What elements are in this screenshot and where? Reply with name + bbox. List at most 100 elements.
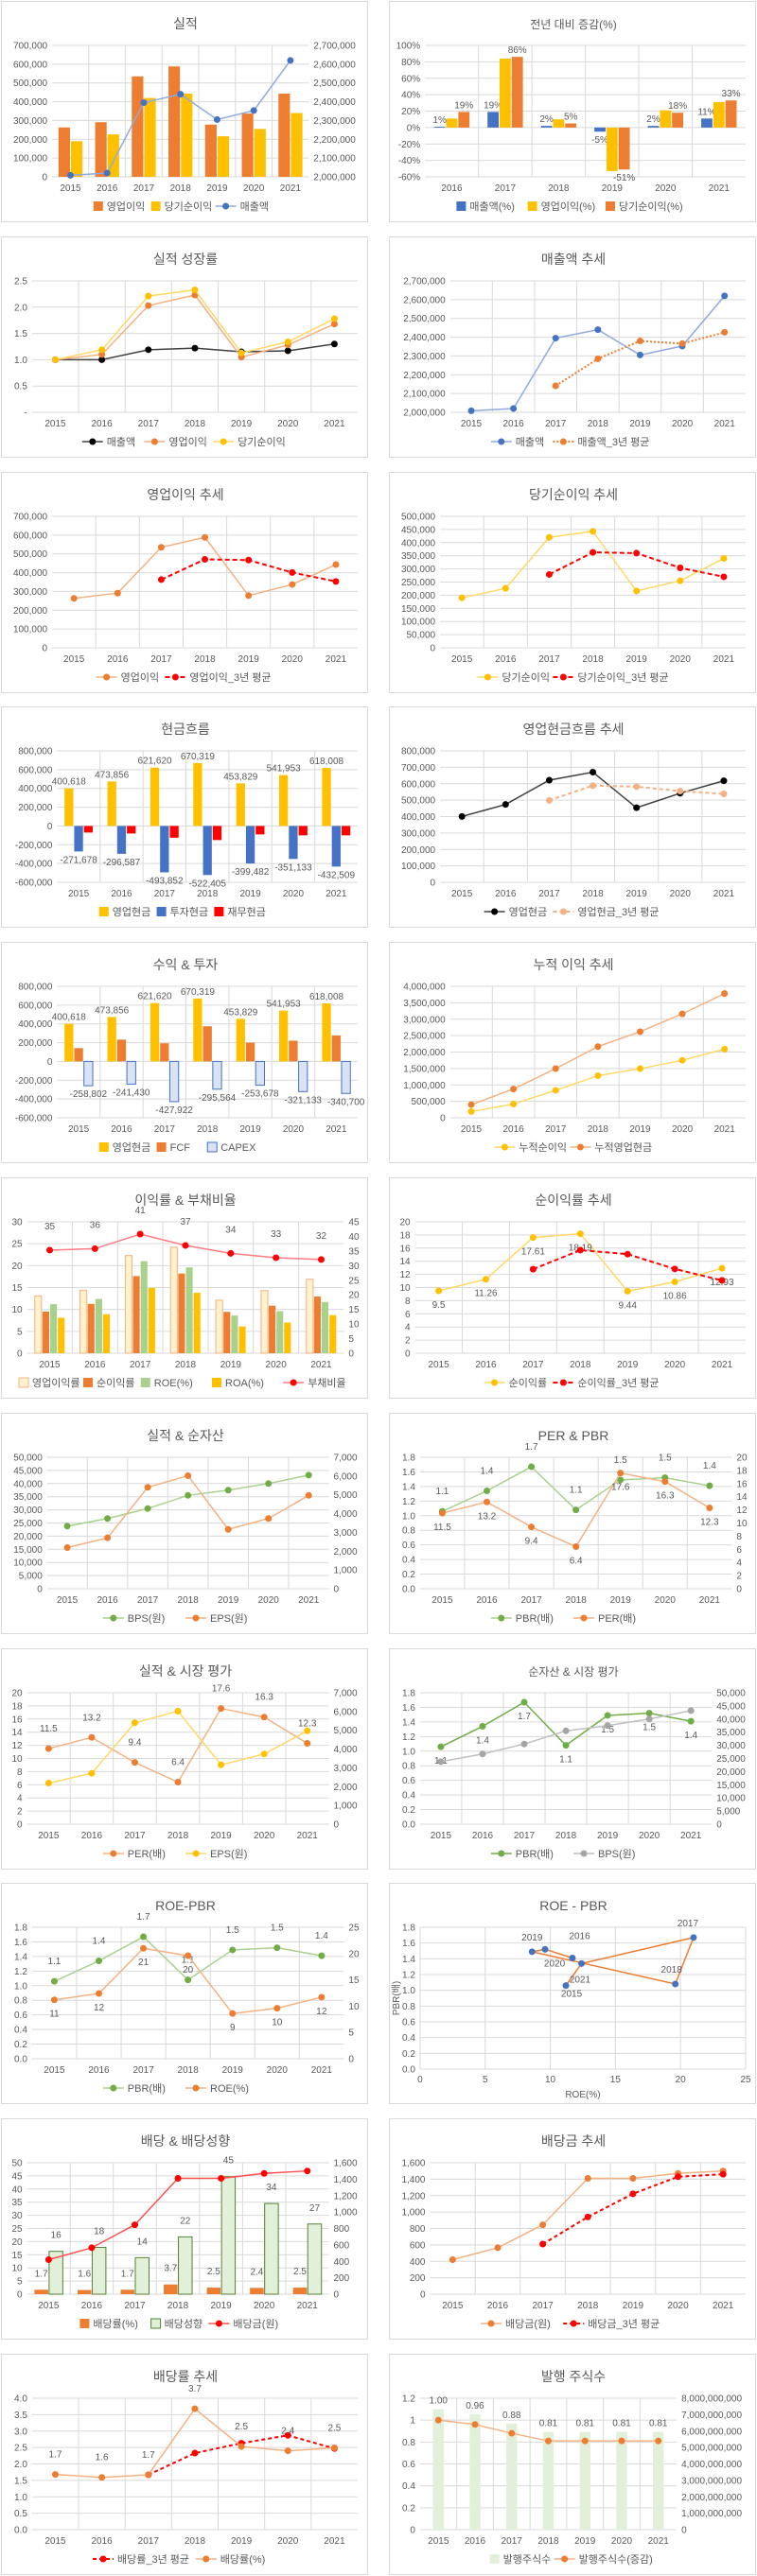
data-point	[260, 2169, 268, 2177]
data-point	[191, 286, 199, 293]
y-tick-label: 500,000	[401, 513, 436, 523]
data-label: 37	[180, 1217, 191, 1227]
legend-item: CAPEX	[206, 1141, 256, 1154]
legend-swatch	[456, 201, 467, 211]
y-tick-label: 1,600	[401, 2159, 425, 2169]
bar	[255, 1060, 265, 1087]
y-tick-label: 10	[11, 2264, 23, 2274]
legend-item: 부채비율	[283, 1377, 346, 1389]
y2-tick-label: 7,000	[334, 1453, 358, 1464]
data-point	[545, 2437, 552, 2445]
bar	[77, 2289, 92, 2294]
y-tick-label: 4	[17, 1794, 23, 1804]
data-point	[185, 1491, 192, 1499]
chart-title: 현금흐름	[161, 722, 210, 737]
legend-item: 배당금(원)	[481, 2318, 551, 2330]
y2-tick-label: 2,300,000	[313, 116, 356, 127]
data-point	[245, 592, 253, 600]
data-label: 16.3	[656, 1491, 675, 1502]
bar	[168, 1060, 180, 1103]
y-tick-label: 0.6	[402, 1540, 415, 1551]
y-tick-label: 40,000	[13, 1479, 43, 1489]
data-point	[157, 544, 165, 551]
legend-marker	[487, 2320, 495, 2327]
data-label: 400,618	[52, 1013, 87, 1023]
legend-item: 당기순이익	[477, 671, 550, 684]
legend-item: PER(배)	[573, 1612, 636, 1625]
data-label: 2.4	[250, 2267, 263, 2277]
x-tick-label: 2015	[442, 2301, 464, 2311]
legend-item: 배당률(%)	[79, 2318, 138, 2330]
data-point	[720, 573, 728, 581]
y-tick-label: 15	[11, 1283, 23, 1294]
y-tick-label: 2,700,000	[403, 277, 446, 287]
data-point	[479, 1723, 486, 1731]
data-point	[675, 2173, 682, 2181]
y2-tick-label: 0	[334, 1820, 340, 1831]
bar	[245, 826, 255, 864]
y-tick-label: 30	[11, 2211, 23, 2221]
legend-label: PBR(배)	[516, 1848, 554, 1860]
bar	[126, 1060, 136, 1085]
bar	[127, 826, 136, 834]
legend-label: 영업이익	[107, 200, 145, 213]
x-tick-label: 2021	[297, 2301, 319, 2311]
y-tick-label: -400,000	[15, 1095, 53, 1105]
data-point	[131, 1759, 138, 1767]
y-tick-label: 2,600,000	[403, 295, 446, 305]
y2-tick-label: 20	[348, 1291, 360, 1301]
x-tick-label: 2017	[502, 2536, 523, 2547]
legend-item: 배당금_3년 평균	[563, 2318, 660, 2330]
legend-label: 매출액	[240, 200, 269, 213]
y2-tick-label: 800	[334, 2224, 350, 2235]
scatter-point	[672, 1980, 679, 1988]
bar	[713, 101, 725, 128]
y2-tick-label: 25	[348, 1276, 360, 1286]
y-tick-label: 100,000	[401, 862, 436, 872]
data-point	[63, 1544, 71, 1552]
y-tick-label: 200,000	[18, 1038, 53, 1049]
bar	[64, 788, 74, 827]
data-label: 0.81	[612, 2419, 631, 2429]
data-point	[718, 1264, 726, 1272]
x-tick-label: 2020	[667, 2301, 689, 2311]
legend-swatch	[156, 1142, 167, 1152]
legend: 당기순이익 당기순이익_3년 평균	[477, 671, 669, 684]
y-tick-label: 2.0	[14, 303, 27, 313]
x-tick-label: 2017	[154, 889, 176, 899]
data-point	[581, 2437, 589, 2445]
y-tick-label: 0.0	[402, 2065, 415, 2076]
y-tick-label: 400	[410, 2257, 426, 2268]
bar	[565, 123, 577, 128]
data-label: -493,852	[146, 876, 184, 886]
x-tick-label: 2021	[713, 889, 735, 899]
legend: BPS(원) EPS(원)	[102, 1612, 247, 1625]
x-tick-label: 2015	[44, 2536, 66, 2547]
y2-tick-label: 15,000	[716, 1781, 746, 1791]
y-tick-label: 18	[399, 1230, 411, 1241]
y-tick-label: 2,400,000	[403, 333, 446, 343]
y-tick-label: 1.4	[402, 1955, 415, 1965]
data-label: 17.6	[212, 1684, 231, 1695]
y-tick-label: 0	[17, 1349, 23, 1360]
data-point	[661, 1478, 669, 1486]
data-point	[238, 349, 245, 357]
legend-item: 영업이익_3년 평균	[165, 671, 272, 684]
bar	[298, 826, 308, 836]
legend-marker	[171, 673, 179, 681]
legend-marker	[501, 1143, 508, 1151]
x-tick-label: 2016	[495, 889, 517, 899]
y2-tick-label: 30,000	[716, 1741, 746, 1751]
data-point	[678, 1010, 686, 1018]
data-point	[545, 533, 553, 541]
data-point	[202, 533, 209, 541]
bar	[322, 768, 331, 827]
y-tick-label: 1,000,000	[403, 1081, 446, 1091]
x-tick-label: 2021	[713, 2301, 734, 2311]
bar	[74, 826, 83, 852]
data-label: -295,564	[199, 1093, 237, 1104]
bar	[260, 1290, 269, 1354]
data-label: 34	[266, 2183, 277, 2193]
legend-marker	[103, 673, 111, 681]
x-tick-label: 2015	[38, 2301, 60, 2311]
